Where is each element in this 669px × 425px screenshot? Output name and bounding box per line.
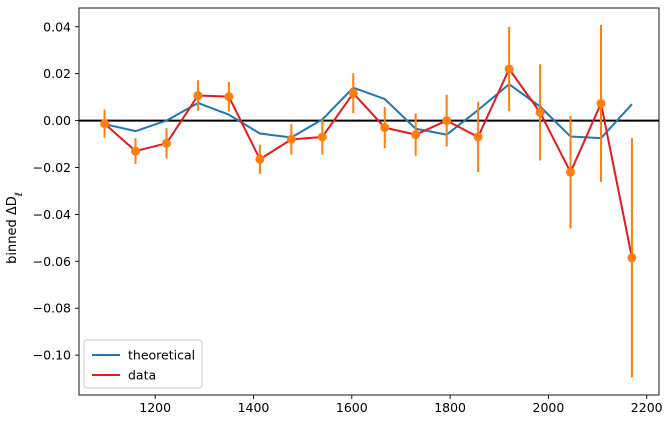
legend-label: data [128,368,156,383]
theoretical-line [104,83,633,140]
y-axis: 0.04 0.02 0.00 −0.02 −0.04 −0.06 −0.08 −0.10 [33,19,79,363]
data-point [596,98,606,108]
data-point [131,146,141,156]
y-tick-label: −0.10 [33,348,71,363]
data-point [473,132,483,142]
data-line [103,67,633,258]
x-tick-label: 1800 [434,400,466,415]
data-point [348,88,358,98]
x-axis: 1200 1400 1600 1800 2000 2200 [139,395,663,415]
data-point [411,130,421,140]
data-point [442,116,452,126]
y-tick-label: 0.04 [43,19,71,34]
data-point [100,119,110,129]
data-point [255,154,265,164]
plot-marks [79,24,659,378]
y-tick-label: 0.00 [43,113,71,128]
y-tick-label: 0.02 [43,66,71,81]
data-point [627,253,637,263]
y-axis-title-main: binned ΔD [5,196,20,264]
data-point [224,92,234,102]
y-axis-title: binned ΔDℓ [5,192,25,264]
data-point [161,138,171,148]
y-tick-label: −0.06 [33,254,71,269]
x-tick-label: 1200 [139,400,171,415]
legend-label: theoretical [128,348,195,363]
y-axis-title-subscript: ℓ [14,192,25,196]
x-tick-label: 1600 [336,400,368,415]
y-tick-label: −0.08 [33,301,71,316]
x-tick-label: 1400 [238,400,270,415]
y-tick-label: −0.04 [33,207,71,222]
x-tick-label: 2200 [631,400,663,415]
data-point [286,134,296,144]
plot-frame [78,7,660,396]
data-point [566,167,576,177]
data-point [380,123,390,133]
data-point [317,132,327,142]
data-point [193,90,203,100]
x-tick-label: 2000 [533,400,565,415]
legend: theoretical data [83,339,203,389]
y-tick-label: −0.02 [33,160,71,175]
data-point [535,107,545,117]
data-point [504,64,514,74]
